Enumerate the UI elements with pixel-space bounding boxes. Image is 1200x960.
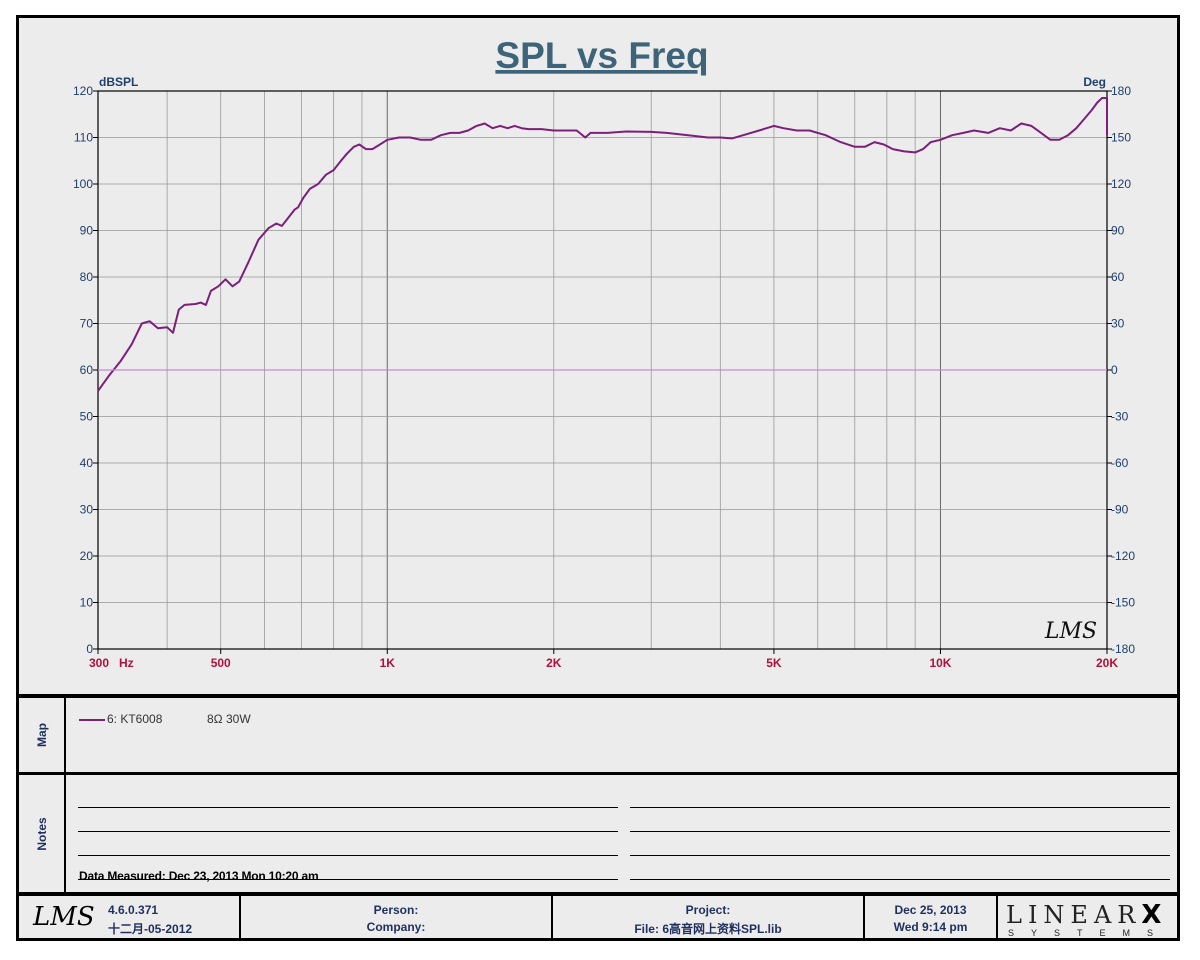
linearx-brand: LINEAR: [1006, 901, 1142, 929]
y-tick-label: 10: [80, 596, 94, 610]
y2-tick-label: 120: [1111, 177, 1131, 191]
chart-title: SPL vs Freq: [495, 35, 708, 76]
lms-watermark: LMS: [1044, 619, 1097, 644]
y-tick-label: 50: [80, 410, 94, 424]
y2-tick-label: 180: [1111, 84, 1131, 98]
x-tick-label: 10K: [929, 656, 951, 670]
y-tick-label: 90: [80, 224, 94, 238]
y-tick-label: 40: [80, 456, 94, 470]
axis-ticks: 0 10 20 30 40 50 60 70 80 90 100 110 120 -180 -150 -120…: [73, 84, 1135, 670]
y-tick-label: 30: [80, 503, 94, 517]
linearx-logo: LINEARX: [1006, 900, 1161, 930]
project-label: Project:: [685, 903, 731, 917]
y2-tick-label: 90: [1111, 224, 1125, 238]
series: [97, 97, 1108, 392]
footer-brand-cell: LINEARX SYSTEMS: [998, 896, 1177, 938]
footer-day-time: Wed 9:14 pm: [893, 920, 968, 934]
y2-tick-label: -150: [1111, 596, 1135, 610]
map-label-box: Map: [19, 698, 66, 772]
notes-label: Notes: [34, 816, 49, 851]
note-line: [630, 831, 1170, 832]
notes-label-box: Notes: [19, 775, 66, 892]
y-tick-label: 120: [73, 84, 93, 98]
y-tick-label: 60: [80, 363, 94, 377]
lms-logo: LMS: [33, 902, 95, 932]
note-line: [630, 807, 1170, 808]
y2-tick-label: 0: [1111, 363, 1118, 377]
y-axis-label: dBSPL: [99, 75, 138, 89]
note-line: [630, 879, 1170, 880]
y2-tick-label: -30: [1111, 410, 1129, 424]
map-label: Map: [34, 723, 49, 747]
y2-tick-label: 60: [1111, 270, 1125, 284]
legend-label: 6: KT6008: [107, 712, 163, 726]
y2-tick-label: -90: [1111, 503, 1129, 517]
company-label: Company:: [366, 920, 426, 934]
note-line: [78, 879, 618, 880]
y-tick-label: 110: [74, 131, 93, 145]
y2-tick-label: 150: [1111, 131, 1131, 145]
footer-bar: LMS 4.6.0.371 十二月-05-2012 Person: Compan…: [19, 892, 1177, 938]
notes-panel: Notes Data Measured: Dec 23, 2013 Mon 10…: [19, 772, 1177, 892]
y2-tick-label: -180: [1111, 642, 1135, 656]
y2-tick-label: -60: [1111, 456, 1129, 470]
chart-panel: SPL vs Freq dBSPL Deg 0 10 20 30 40 50 60 70 80 9…: [19, 18, 1177, 694]
footer-date: Dec 25, 2013: [894, 903, 967, 917]
y2-tick-label: -120: [1111, 549, 1135, 563]
note-line: [78, 855, 618, 856]
y-tick-label: 70: [80, 317, 94, 331]
version-number: 4.6.0.371: [108, 903, 159, 917]
y2-tick-label: 30: [1111, 317, 1125, 331]
data-measured-text: Data Measured: Dec 23, 2013 Mon 10:20 am: [79, 869, 319, 883]
legend-spec: 8Ω 30W: [207, 712, 251, 726]
legend-swatch: [79, 719, 105, 721]
footer-project-cell: Project: File: 6高音网上资料SPL.lib: [553, 896, 865, 938]
x-tick-label: 300: [89, 656, 109, 670]
note-line: [630, 855, 1170, 856]
report-frame: SPL vs Freq dBSPL Deg 0 10 20 30 40 50 60 70 80 9…: [16, 15, 1180, 941]
spl-series-line: [97, 97, 1108, 392]
map-panel: Map 6: KT6008 8Ω 30W: [19, 694, 1177, 772]
y-tick-label: 20: [80, 549, 94, 563]
x-unit-label: Hz: [119, 656, 134, 670]
x-tick-label: 20K: [1096, 656, 1118, 670]
file-label: File: 6高音网上资料SPL.lib: [634, 922, 782, 936]
x-tick-label: 2K: [546, 656, 562, 670]
note-line: [78, 831, 618, 832]
linearx-x: X: [1141, 900, 1162, 930]
footer-date-cell: Dec 25, 2013 Wed 9:14 pm: [865, 896, 998, 938]
person-label: Person:: [373, 903, 419, 917]
y-tick-label: 100: [73, 177, 93, 191]
y2-axis-label: Deg: [1083, 75, 1106, 89]
y-tick-label: 80: [80, 270, 94, 284]
spl-chart: SPL vs Freq dBSPL Deg 0 10 20 30 40 50 60 70 80 9…: [73, 35, 1135, 670]
x-tick-label: 1K: [380, 656, 396, 670]
y-tick-label: 0: [86, 642, 93, 656]
x-tick-label: 500: [211, 656, 231, 670]
linearx-systems: SYSTEMS: [1008, 928, 1171, 938]
note-line: [78, 807, 618, 808]
x-tick-label: 5K: [766, 656, 782, 670]
footer-person-cell: Person: Company:: [241, 896, 553, 938]
version-date: 十二月-05-2012: [108, 922, 193, 936]
footer-version-cell: LMS 4.6.0.371 十二月-05-2012: [19, 896, 241, 938]
